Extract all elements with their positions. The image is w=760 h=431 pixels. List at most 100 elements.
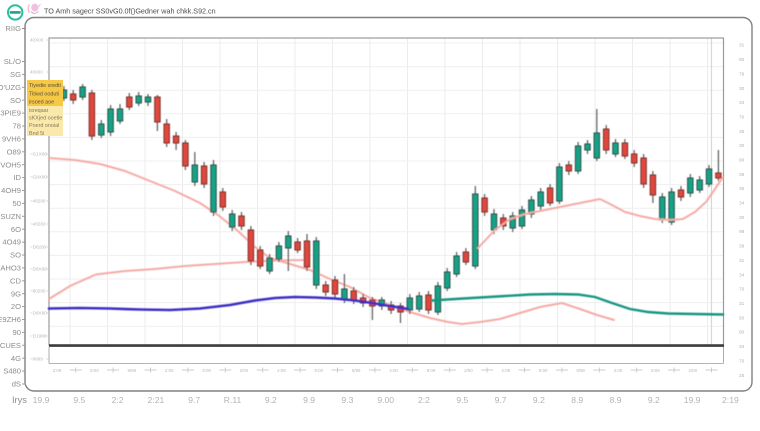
- svg-text:19.9: 19.9: [33, 395, 50, 405]
- svg-text:34: 34: [739, 100, 745, 106]
- svg-text:SG: SG: [10, 70, 21, 79]
- svg-text:30: 30: [739, 86, 745, 92]
- svg-text:SO: SO: [10, 96, 21, 105]
- svg-text:9VH6: 9VH6: [2, 135, 21, 144]
- svg-text:CUES: CUES: [0, 341, 21, 350]
- svg-text:Irys: Irys: [12, 395, 27, 405]
- svg-text:9:00: 9:00: [315, 368, 324, 373]
- svg-text:ID: ID: [13, 173, 21, 182]
- svg-text:irsoed aoe: irsoed aoe: [29, 100, 54, 106]
- svg-text:8VOH5: 8VOH5: [0, 160, 21, 169]
- svg-text:9.5: 9.5: [73, 395, 85, 405]
- svg-text:9:09: 9:09: [202, 368, 211, 373]
- svg-text:50: 50: [739, 315, 745, 321]
- svg-text:9/99: 9/99: [576, 368, 585, 373]
- svg-text:9.9: 9.9: [303, 395, 315, 405]
- svg-text:79: 79: [739, 71, 745, 77]
- svg-text:9.5: 9.5: [456, 395, 468, 405]
- svg-text:9/99: 9/99: [352, 368, 361, 373]
- svg-text:~D8X88: ~D8X88: [30, 267, 47, 272]
- svg-text:2/00: 2/00: [464, 368, 473, 373]
- svg-text:8.9: 8.9: [610, 395, 622, 405]
- svg-text:31: 31: [739, 301, 745, 307]
- svg-text:Bnd 5i: Bnd 5i: [29, 131, 44, 137]
- svg-text:70: 70: [739, 114, 745, 120]
- svg-text:3PIE9: 3PIE9: [0, 109, 21, 118]
- svg-text:35: 35: [739, 186, 745, 192]
- svg-text:9.2: 9.2: [533, 395, 545, 405]
- svg-text:RIIG: RIIG: [5, 24, 21, 33]
- svg-text:30: 30: [739, 143, 745, 149]
- svg-text:SO: SO: [10, 251, 21, 260]
- svg-text:S480: S480: [3, 367, 21, 376]
- svg-text:2/00: 2/00: [689, 368, 698, 373]
- svg-text:39: 39: [739, 172, 745, 178]
- svg-text:SL/O: SL/O: [4, 57, 21, 66]
- svg-text:2:09: 2:09: [53, 368, 62, 373]
- svg-text:31: 31: [739, 258, 745, 264]
- svg-text:19.9: 19.9: [684, 395, 701, 405]
- svg-text:34: 34: [739, 201, 745, 207]
- svg-text:2:00: 2:00: [165, 368, 174, 373]
- svg-text:2:09: 2:09: [502, 368, 511, 373]
- svg-text:dS: dS: [12, 380, 21, 389]
- svg-text:90: 90: [739, 158, 745, 164]
- svg-text:9:09: 9:09: [427, 368, 436, 373]
- svg-text:34: 34: [739, 344, 745, 350]
- svg-text:Tiyedie sredti: Tiyedie sredti: [29, 83, 61, 89]
- svg-text:SUZN: SUZN: [0, 212, 21, 221]
- svg-text:9:00: 9:00: [90, 368, 99, 373]
- svg-text:25: 25: [739, 373, 745, 379]
- svg-text:31: 31: [739, 43, 745, 49]
- svg-text:sKXjed ooetle: sKXjed ooetle: [29, 116, 62, 122]
- svg-text:O'UZG: O'UZG: [0, 83, 21, 92]
- svg-text:9.2: 9.2: [648, 395, 660, 405]
- svg-text:9:09: 9:09: [651, 368, 660, 373]
- svg-text:39: 39: [739, 244, 745, 250]
- svg-text:2:09: 2:09: [277, 368, 286, 373]
- svg-text:30: 30: [739, 215, 745, 221]
- svg-text:AHO3: AHO3: [0, 264, 21, 273]
- svg-text:9.2: 9.2: [265, 395, 277, 405]
- svg-text:2:00: 2:00: [389, 368, 398, 373]
- svg-text:~80280: ~80280: [30, 289, 46, 294]
- svg-text:~D8X80: ~D8X80: [30, 311, 47, 316]
- svg-text:40X00: 40X00: [30, 38, 44, 43]
- svg-text:Poerd onoial: Poerd onoial: [29, 123, 59, 129]
- svg-text:70: 70: [739, 287, 745, 293]
- svg-text:9.00: 9.00: [377, 395, 394, 405]
- svg-text:2:21: 2:21: [148, 395, 165, 405]
- svg-text:80: 80: [739, 57, 745, 63]
- svg-text:9G: 9G: [11, 289, 21, 298]
- svg-text:90: 90: [739, 330, 745, 336]
- svg-text:2O: 2O: [11, 302, 21, 311]
- svg-text:4O49: 4O49: [2, 238, 21, 247]
- svg-text:4G: 4G: [11, 354, 21, 363]
- svg-text:9:00: 9:00: [539, 368, 548, 373]
- svg-text:~D8280: ~D8280: [30, 245, 47, 250]
- svg-text:9/99: 9/99: [128, 368, 137, 373]
- svg-text:35: 35: [739, 129, 745, 135]
- svg-text:50: 50: [13, 199, 21, 208]
- svg-text:9.7: 9.7: [495, 395, 507, 405]
- svg-text:78: 78: [13, 122, 21, 131]
- svg-text:O89: O89: [7, 147, 21, 156]
- svg-text:34: 34: [739, 272, 745, 278]
- svg-text:R.11: R.11: [224, 395, 242, 405]
- svg-text:isreqaar: isreqaar: [29, 108, 49, 114]
- svg-text:~G1X88: ~G1X88: [30, 152, 47, 157]
- svg-text:90: 90: [13, 328, 21, 337]
- svg-text:2:2: 2:2: [112, 395, 124, 405]
- svg-text:9.3: 9.3: [341, 395, 353, 405]
- svg-text:98: 98: [739, 229, 745, 235]
- svg-text:6O: 6O: [11, 225, 21, 234]
- svg-text:CD: CD: [10, 276, 21, 285]
- svg-text:~G8X80: ~G8X80: [30, 175, 47, 180]
- svg-text:E9ZH6: E9ZH6: [0, 315, 21, 324]
- svg-text:~48280: ~48280: [30, 199, 46, 204]
- svg-text:2:00: 2:00: [614, 368, 623, 373]
- svg-text:~D1988: ~D1988: [30, 334, 47, 339]
- svg-text:2:2: 2:2: [418, 395, 430, 405]
- svg-text:8.9: 8.9: [571, 395, 583, 405]
- svg-text:~48283: ~48283: [30, 222, 46, 227]
